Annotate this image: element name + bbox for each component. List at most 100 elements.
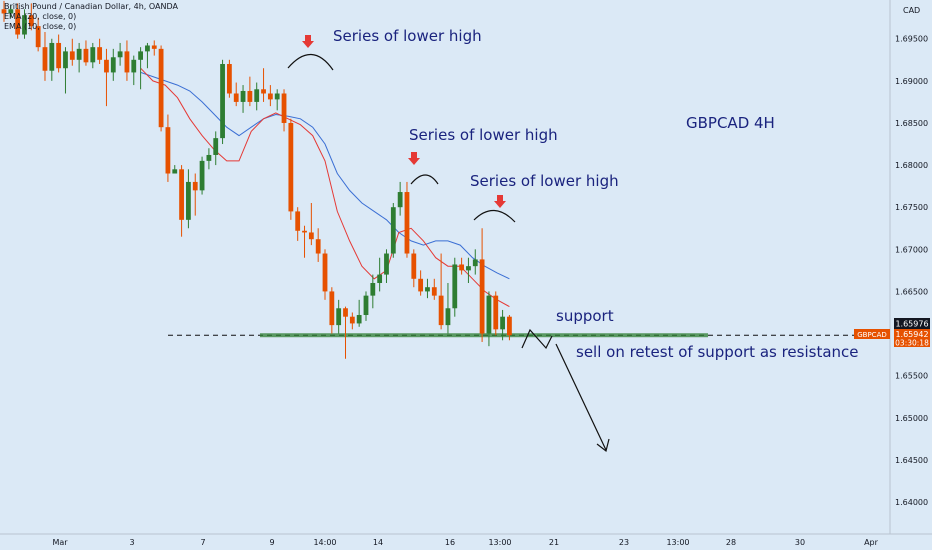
candles-layer (1, 0, 512, 359)
candle (90, 42, 96, 69)
candle (377, 257, 383, 292)
candle-body (22, 15, 27, 35)
countdown-label: 03:30:18 (895, 339, 929, 348)
candle-body (247, 90, 253, 102)
lower-high-arc-3 (473, 209, 516, 223)
time-tick-label: Apr (864, 538, 879, 547)
candle-body (110, 57, 116, 73)
projected-drop-line (555, 343, 607, 451)
candle-body (206, 154, 212, 161)
candle-body (233, 93, 239, 102)
candle (254, 82, 260, 111)
candle-body (226, 64, 232, 94)
candle (281, 89, 287, 132)
candle (438, 253, 444, 330)
candle (213, 131, 219, 166)
candle-body (308, 232, 314, 240)
time-tick-label: Mar (52, 538, 68, 547)
candle-body (431, 287, 437, 296)
price-tick-label: 1.68000 (895, 161, 928, 170)
symbol-label: GBPCAD (857, 331, 887, 339)
candle-body (83, 48, 89, 63)
time-tick-label: 30 (795, 538, 805, 547)
candle (226, 59, 232, 98)
candle-body (145, 45, 150, 52)
candle (138, 47, 143, 90)
candle-body (493, 295, 499, 330)
candle (8, 5, 14, 18)
price-tick-label: 1.65000 (895, 414, 928, 423)
candle (363, 291, 369, 321)
candle (42, 32, 48, 81)
lower-high-label-2: Series of lower high (409, 126, 558, 144)
candle (206, 148, 212, 170)
candle (267, 85, 273, 107)
time-tick-label: 7 (200, 538, 205, 547)
price-tick-label: 1.64500 (895, 456, 928, 465)
candle-body (418, 278, 424, 292)
ema-layer (140, 67, 510, 308)
time-axis[interactable]: Mar 3 7 9 14:00 14 16 13:00 21 23 13:00 28 30 Apr (52, 538, 878, 547)
candle (179, 165, 184, 237)
instrument-title: British Pound / Canadian Dollar, 4h, OAN… (4, 2, 178, 11)
time-tick-label: 23 (619, 538, 629, 547)
candle-body (370, 283, 376, 296)
candle (145, 42, 150, 69)
candle-body (69, 51, 75, 60)
candle-body (507, 316, 512, 336)
candle-body (124, 51, 130, 73)
candle-body (500, 316, 505, 330)
candle (322, 249, 328, 300)
time-tick-label: 28 (726, 538, 736, 547)
candle-body (172, 169, 178, 174)
candle (288, 118, 294, 220)
price-axis[interactable]: 1.69500 1.69000 1.68500 1.68000 1.67500 1.670… (895, 35, 928, 507)
candle (192, 173, 198, 216)
price-tick-label: 1.69000 (895, 77, 928, 86)
candle-body (97, 47, 103, 60)
candle (356, 299, 362, 327)
candle-body (42, 47, 48, 71)
candle (28, 3, 34, 31)
candle-body (356, 315, 362, 324)
candle (261, 68, 266, 102)
candle (493, 291, 499, 336)
candle (315, 228, 321, 262)
candle (22, 9, 27, 39)
candle (104, 48, 109, 107)
candle (124, 40, 130, 81)
support-zone[interactable] (260, 333, 708, 338)
time-tick-label: 16 (445, 538, 455, 547)
candle (384, 249, 389, 284)
candle-body (179, 169, 184, 220)
candle-body (363, 295, 369, 316)
support-label: support (556, 307, 614, 325)
candle-body (49, 42, 55, 71)
candle-body (479, 259, 485, 334)
candle-body (213, 138, 219, 155)
lower-high-arc-2 (410, 174, 439, 185)
candle (411, 249, 417, 288)
candle (308, 202, 314, 246)
candle (186, 169, 191, 229)
candle (452, 257, 458, 317)
candle (274, 89, 280, 111)
lower-high-label-3: Series of lower high (470, 172, 619, 190)
candle (165, 114, 171, 182)
candle-body (295, 211, 301, 231)
candle-body (445, 308, 451, 326)
candle (158, 45, 164, 132)
candle (69, 38, 75, 66)
candle-body (76, 48, 82, 60)
last-price-tag: 1.65976 GBPCAD 1.65942 03:30:18 (854, 318, 930, 348)
candle (247, 76, 253, 107)
candle-body (472, 259, 478, 267)
lower-high-label-1: Series of lower high (333, 27, 482, 45)
candle-body (302, 230, 307, 233)
ema20-legend: EMA (20, close, 0) (4, 12, 77, 21)
candle-body (425, 287, 430, 292)
candle-body (186, 181, 191, 220)
current-price-box (894, 329, 930, 347)
